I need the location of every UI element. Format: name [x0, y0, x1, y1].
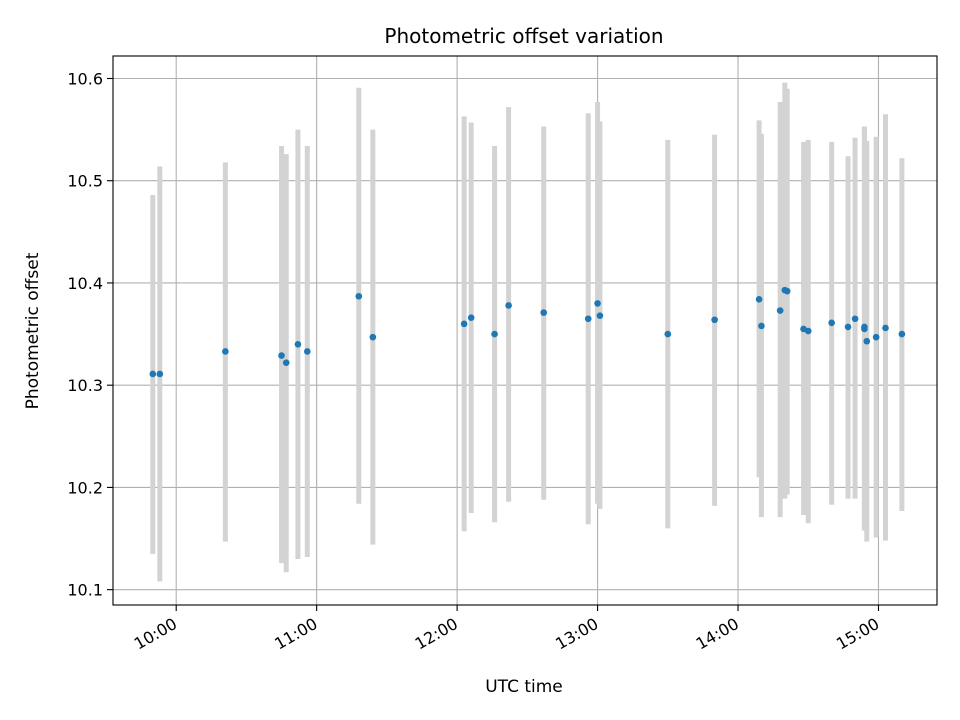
data-point — [596, 312, 604, 319]
y-tick-label: 10.2 — [67, 478, 103, 497]
data-point — [355, 292, 363, 300]
plot-frame — [112, 55, 938, 606]
y-tick-label: 10.3 — [67, 376, 103, 395]
data-point — [898, 330, 906, 338]
data-points — [149, 286, 906, 378]
y-axis-label: Photometric offset — [23, 252, 43, 409]
data-point — [758, 322, 765, 330]
data-point — [863, 337, 871, 345]
data-point — [282, 359, 290, 367]
data-point — [278, 352, 285, 359]
data-point — [783, 287, 791, 295]
data-point — [776, 307, 784, 314]
y-tick-label: 10.1 — [67, 581, 103, 600]
data-point — [882, 324, 889, 332]
y-tick-label: 10.5 — [67, 172, 103, 191]
data-point — [505, 302, 512, 309]
data-point — [804, 327, 812, 335]
data-point — [755, 296, 763, 303]
data-point — [460, 320, 468, 328]
data-point — [467, 314, 475, 322]
data-point — [844, 323, 852, 331]
data-point — [711, 316, 718, 324]
data-point — [149, 370, 157, 378]
data-point — [294, 341, 302, 348]
y-axis-ticks: 10.1 10.2 10.3 10.4 10.5 10.6 — [67, 69, 113, 600]
data-point — [594, 300, 601, 307]
data-point — [491, 330, 498, 338]
chart-title: Photometric offset variation — [384, 24, 663, 48]
data-point — [851, 315, 859, 323]
data-point — [828, 319, 835, 327]
data-point — [872, 333, 880, 341]
data-point — [369, 333, 377, 341]
data-point — [303, 348, 311, 355]
y-tick-label: 10.6 — [67, 69, 103, 88]
data-point — [156, 370, 164, 378]
data-point — [222, 348, 229, 355]
data-point — [584, 315, 592, 323]
y-tick-label: 10.4 — [67, 274, 103, 293]
data-point — [664, 330, 672, 338]
data-point — [540, 309, 548, 316]
data-point — [861, 325, 868, 333]
x-axis-label: UTC time — [485, 677, 563, 697]
